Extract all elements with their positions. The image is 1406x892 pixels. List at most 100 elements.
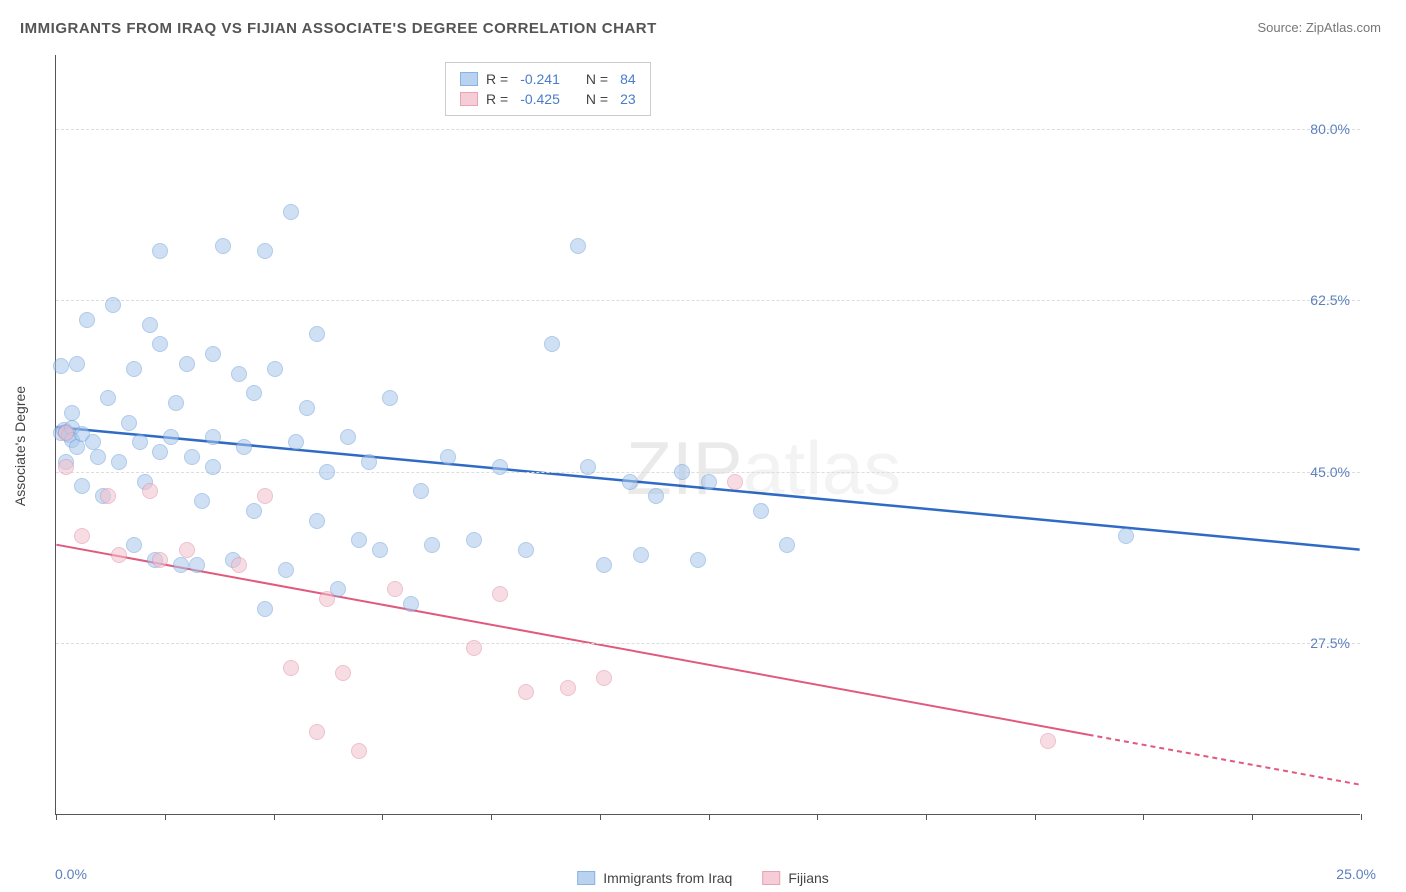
x-max-label: 25.0% <box>1336 866 1376 882</box>
scatter-point-iraq <box>74 478 90 494</box>
scatter-point-iraq <box>1118 528 1134 544</box>
x-tick <box>165 814 166 820</box>
scatter-point-iraq <box>622 474 638 490</box>
swatch-fijian <box>460 92 478 106</box>
scatter-point-iraq <box>142 317 158 333</box>
legend-item-fijian: Fijians <box>762 870 828 886</box>
gridline <box>56 129 1360 130</box>
y-tick-label: 27.5% <box>1310 635 1350 651</box>
scatter-point-fijian <box>492 586 508 602</box>
scatter-point-iraq <box>152 243 168 259</box>
chart-title: IMMIGRANTS FROM IRAQ VS FIJIAN ASSOCIATE… <box>20 20 657 37</box>
legend-row-iraq: R =-0.241N =84 <box>460 69 636 89</box>
swatch-fijian <box>762 871 780 885</box>
scatter-point-iraq <box>299 400 315 416</box>
scatter-point-iraq <box>309 513 325 529</box>
trend-lines-layer <box>56 55 1360 814</box>
x-tick <box>926 814 927 820</box>
y-tick-label: 45.0% <box>1310 464 1350 480</box>
scatter-point-iraq <box>309 326 325 342</box>
x-tick <box>1252 814 1253 820</box>
scatter-point-fijian <box>111 547 127 563</box>
scatter-point-fijian <box>596 670 612 686</box>
scatter-point-fijian <box>58 425 74 441</box>
scatter-point-iraq <box>100 390 116 406</box>
x-origin-label: 0.0% <box>55 866 87 882</box>
scatter-point-iraq <box>90 449 106 465</box>
scatter-point-iraq <box>690 552 706 568</box>
scatter-point-fijian <box>387 581 403 597</box>
scatter-point-iraq <box>194 493 210 509</box>
scatter-point-iraq <box>105 297 121 313</box>
scatter-point-iraq <box>257 243 273 259</box>
scatter-point-iraq <box>189 557 205 573</box>
scatter-point-iraq <box>236 439 252 455</box>
y-tick-label: 80.0% <box>1310 121 1350 137</box>
y-axis-title: Associate's Degree <box>12 386 28 506</box>
scatter-point-iraq <box>85 434 101 450</box>
legend-r-value: -0.241 <box>520 69 560 89</box>
scatter-point-iraq <box>246 385 262 401</box>
scatter-point-iraq <box>424 537 440 553</box>
scatter-point-iraq <box>382 390 398 406</box>
scatter-point-iraq <box>492 459 508 475</box>
scatter-point-iraq <box>163 429 179 445</box>
legend-item-label: Immigrants from Iraq <box>603 870 732 886</box>
scatter-point-iraq <box>152 336 168 352</box>
scatter-point-fijian <box>257 488 273 504</box>
scatter-point-fijian <box>58 459 74 475</box>
scatter-point-iraq <box>580 459 596 475</box>
x-tick <box>1035 814 1036 820</box>
scatter-point-iraq <box>544 336 560 352</box>
scatter-point-fijian <box>466 640 482 656</box>
legend-correlation: R =-0.241N =84R =-0.425N =23 <box>445 62 651 116</box>
scatter-point-fijian <box>74 528 90 544</box>
scatter-point-iraq <box>440 449 456 465</box>
legend-n-label: N = <box>586 69 608 89</box>
scatter-point-iraq <box>205 459 221 475</box>
scatter-point-iraq <box>361 454 377 470</box>
x-tick <box>709 814 710 820</box>
scatter-point-iraq <box>205 429 221 445</box>
swatch-iraq <box>460 72 478 86</box>
scatter-point-iraq <box>126 361 142 377</box>
y-tick-label: 62.5% <box>1310 292 1350 308</box>
scatter-point-iraq <box>168 395 184 411</box>
scatter-point-iraq <box>69 356 85 372</box>
x-tick <box>817 814 818 820</box>
x-tick <box>1143 814 1144 820</box>
scatter-point-iraq <box>132 434 148 450</box>
scatter-point-iraq <box>267 361 283 377</box>
scatter-point-fijian <box>309 724 325 740</box>
scatter-point-iraq <box>152 444 168 460</box>
scatter-point-iraq <box>246 503 262 519</box>
scatter-point-iraq <box>283 204 299 220</box>
legend-r-label: R = <box>486 69 508 89</box>
scatter-point-fijian <box>100 488 116 504</box>
scatter-point-iraq <box>466 532 482 548</box>
scatter-point-iraq <box>701 474 717 490</box>
scatter-point-iraq <box>596 557 612 573</box>
x-tick <box>1361 814 1362 820</box>
legend-n-value: 23 <box>620 89 636 109</box>
scatter-point-fijian <box>152 552 168 568</box>
swatch-iraq <box>577 871 595 885</box>
scatter-point-iraq <box>319 464 335 480</box>
legend-item-iraq: Immigrants from Iraq <box>577 870 732 886</box>
trendline-fijian <box>56 545 1088 735</box>
scatter-point-fijian <box>231 557 247 573</box>
gridline <box>56 300 1360 301</box>
x-tick <box>274 814 275 820</box>
scatter-point-fijian <box>283 660 299 676</box>
scatter-point-fijian <box>518 684 534 700</box>
scatter-point-iraq <box>79 312 95 328</box>
scatter-point-iraq <box>121 415 137 431</box>
scatter-point-iraq <box>205 346 221 362</box>
source-label: Source: ZipAtlas.com <box>1257 20 1381 35</box>
plot-area: ZIPatlas 27.5%45.0%62.5%80.0% <box>55 55 1360 815</box>
scatter-point-iraq <box>648 488 664 504</box>
scatter-point-fijian <box>179 542 195 558</box>
scatter-point-fijian <box>335 665 351 681</box>
scatter-point-iraq <box>69 439 85 455</box>
scatter-point-iraq <box>215 238 231 254</box>
